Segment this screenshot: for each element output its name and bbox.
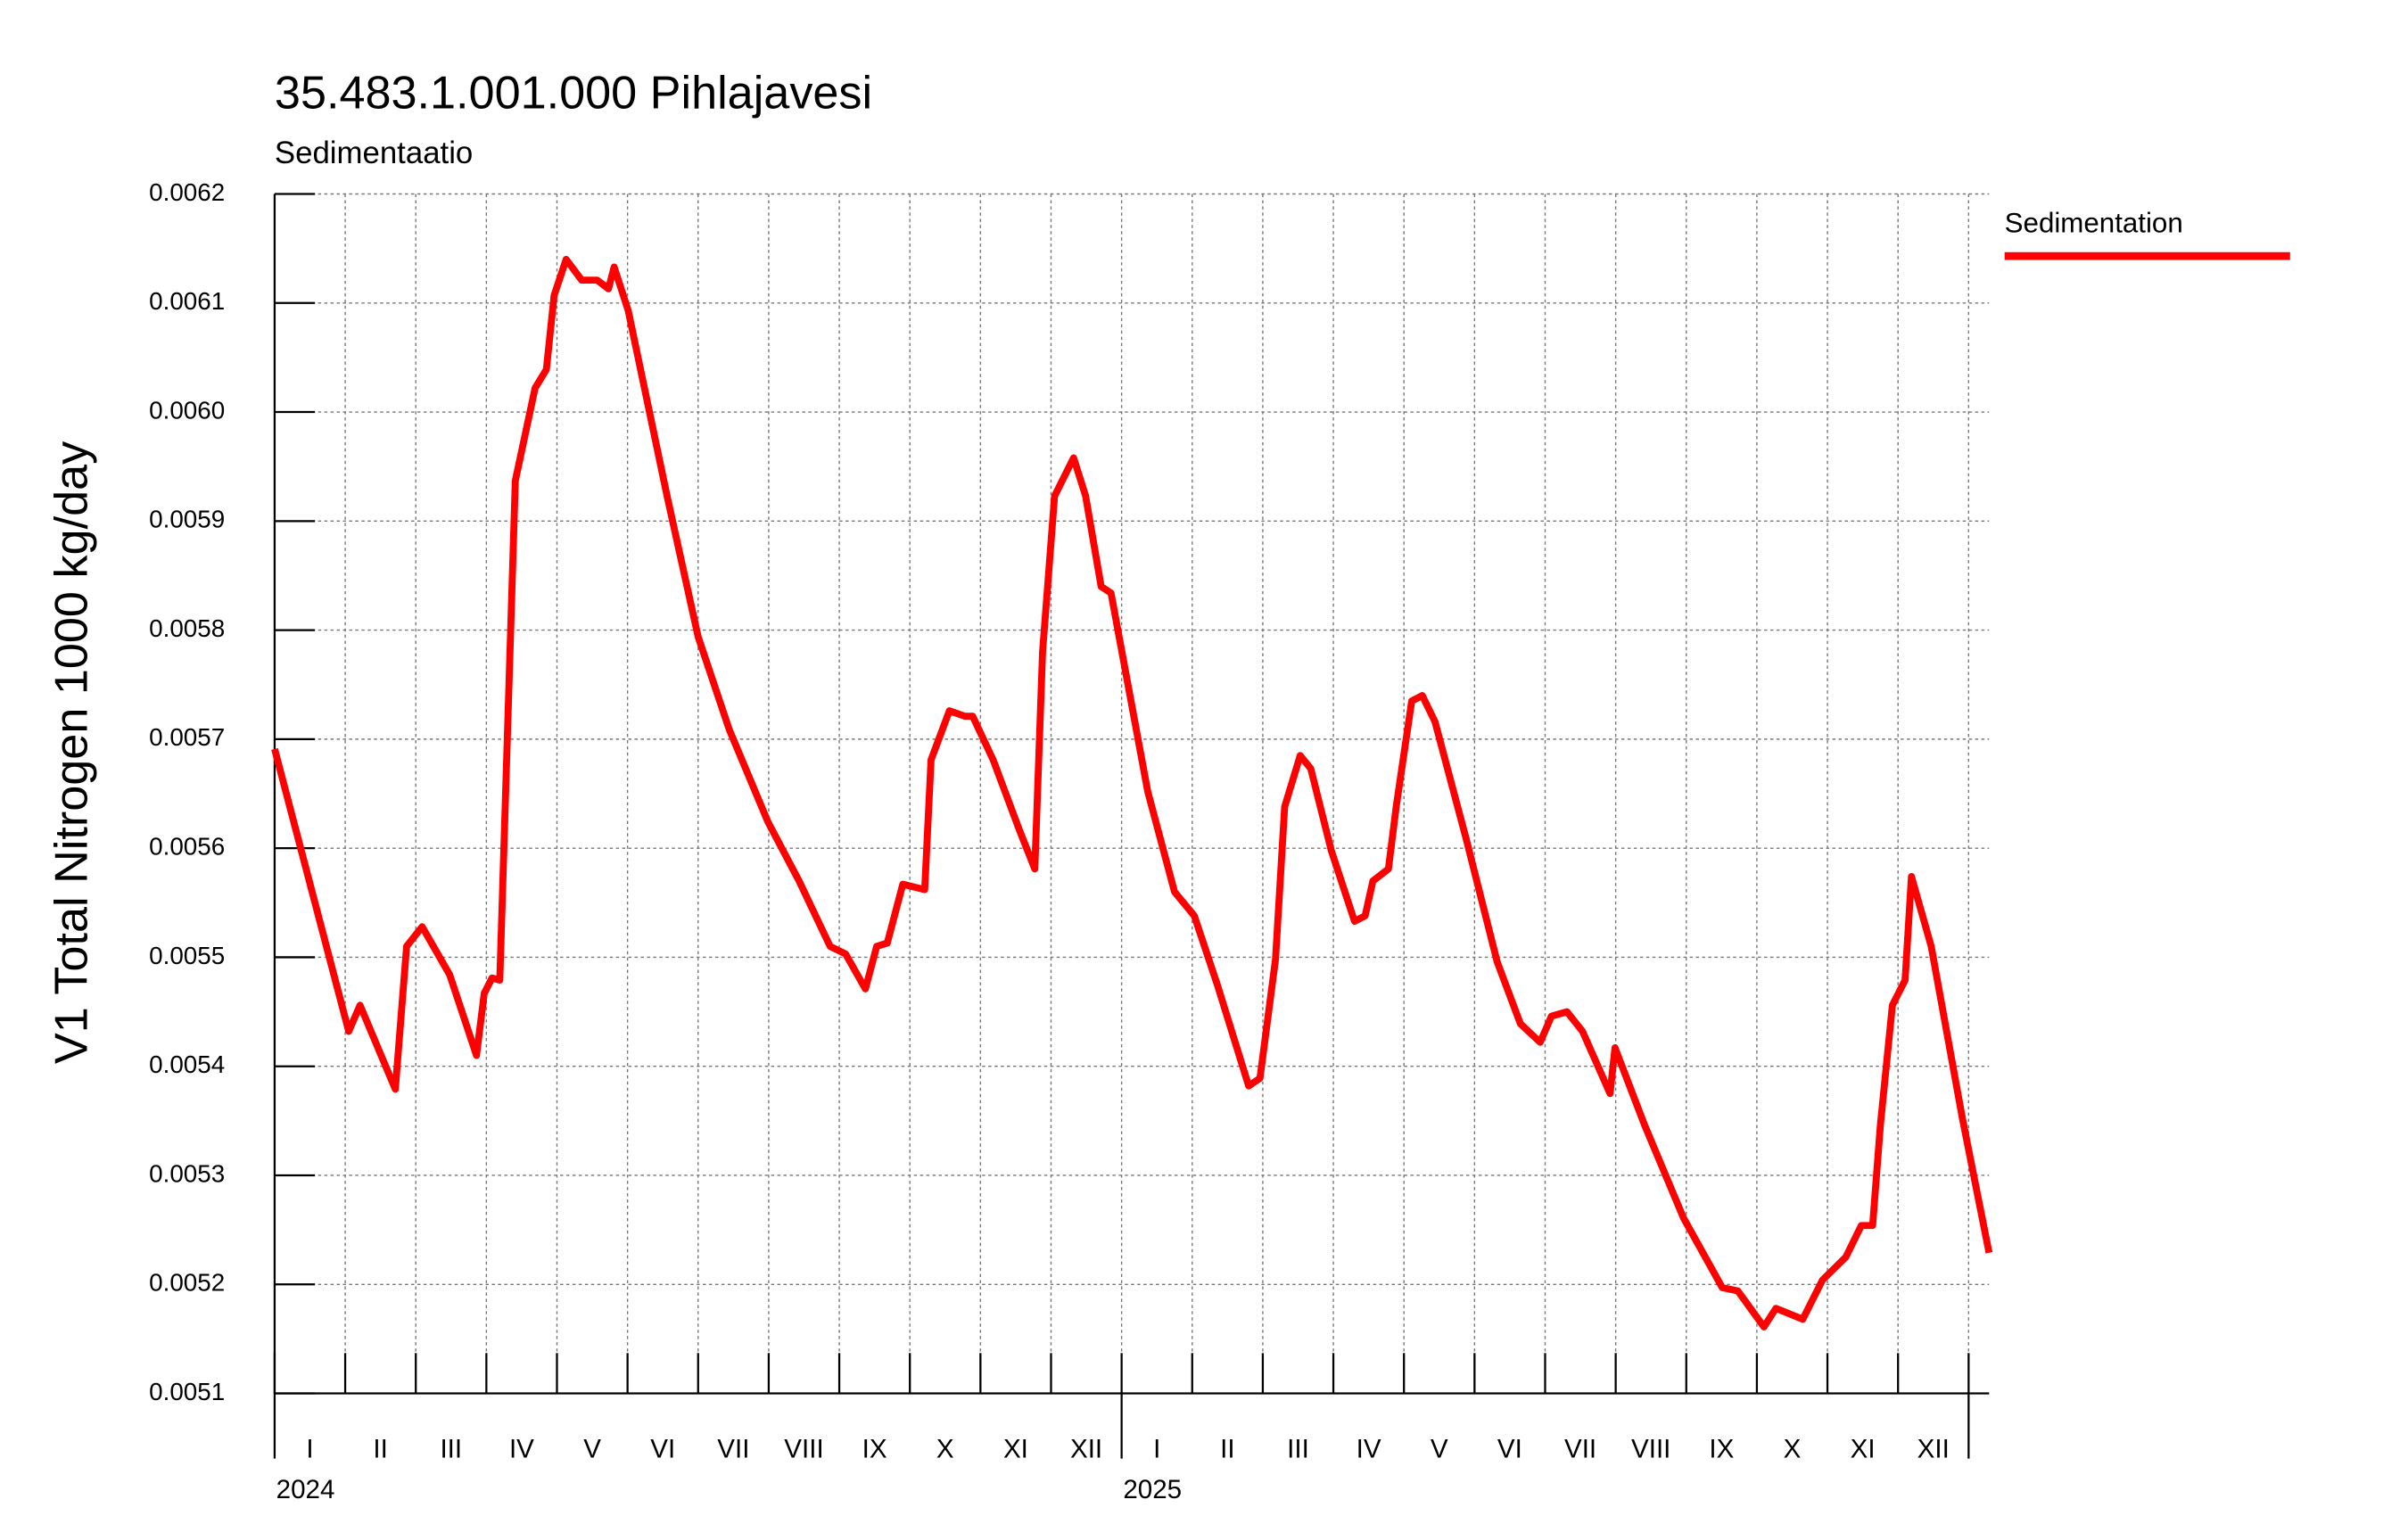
month-label: I: [1153, 1435, 1160, 1464]
month-label: IV: [1357, 1435, 1381, 1464]
month-label: IV: [509, 1435, 534, 1464]
legend-label: Sedimentation: [2005, 208, 2183, 239]
y-tick-label: 0.0051: [149, 1378, 225, 1405]
y-tick-label: 0.0057: [149, 723, 225, 751]
month-label: I: [306, 1435, 313, 1464]
month-label: XI: [1851, 1435, 1876, 1464]
month-label: VIII: [784, 1435, 823, 1464]
y-tick-label: 0.0059: [149, 506, 225, 533]
month-label: V: [583, 1435, 601, 1464]
year-label: 2025: [1123, 1475, 1182, 1504]
month-label: X: [936, 1435, 954, 1464]
month-label: XII: [1070, 1435, 1102, 1464]
year-label: 2024: [276, 1475, 335, 1504]
month-label: VI: [1497, 1435, 1522, 1464]
y-tick-label: 0.0053: [149, 1159, 225, 1187]
month-label: III: [440, 1435, 462, 1464]
data-line: [271, 255, 1993, 1331]
month-label: VI: [650, 1435, 675, 1464]
y-tick-label: 0.0055: [149, 942, 225, 969]
month-label: IX: [1709, 1435, 1734, 1464]
y-tick-label: 0.0058: [149, 614, 225, 642]
y-tick-label: 0.0060: [149, 396, 225, 424]
chart-title: 35.483.1.001.000 Pihlajavesi: [275, 68, 872, 119]
month-label: IX: [862, 1435, 887, 1464]
y-tick-label: 0.0061: [149, 287, 225, 315]
chart-subtitle: Sedimentaatio: [275, 136, 473, 170]
month-label: VII: [717, 1435, 749, 1464]
y-tick-label: 0.0062: [149, 178, 225, 206]
month-label: VIII: [1631, 1435, 1670, 1464]
month-label: III: [1287, 1435, 1309, 1464]
month-label: VII: [1564, 1435, 1596, 1464]
month-label: XI: [1003, 1435, 1028, 1464]
month-label: V: [1431, 1435, 1448, 1464]
y-tick-label: 0.0052: [149, 1269, 225, 1297]
month-label: X: [1784, 1435, 1802, 1464]
month-label: II: [1220, 1435, 1234, 1464]
y-axis-label: V1 Total Nitrogen 1000 kg/day: [45, 441, 97, 1064]
y-tick-label: 0.0054: [149, 1050, 225, 1078]
month-label: II: [373, 1435, 387, 1464]
y-tick-label: 0.0056: [149, 833, 225, 861]
month-label: XII: [1917, 1435, 1950, 1464]
